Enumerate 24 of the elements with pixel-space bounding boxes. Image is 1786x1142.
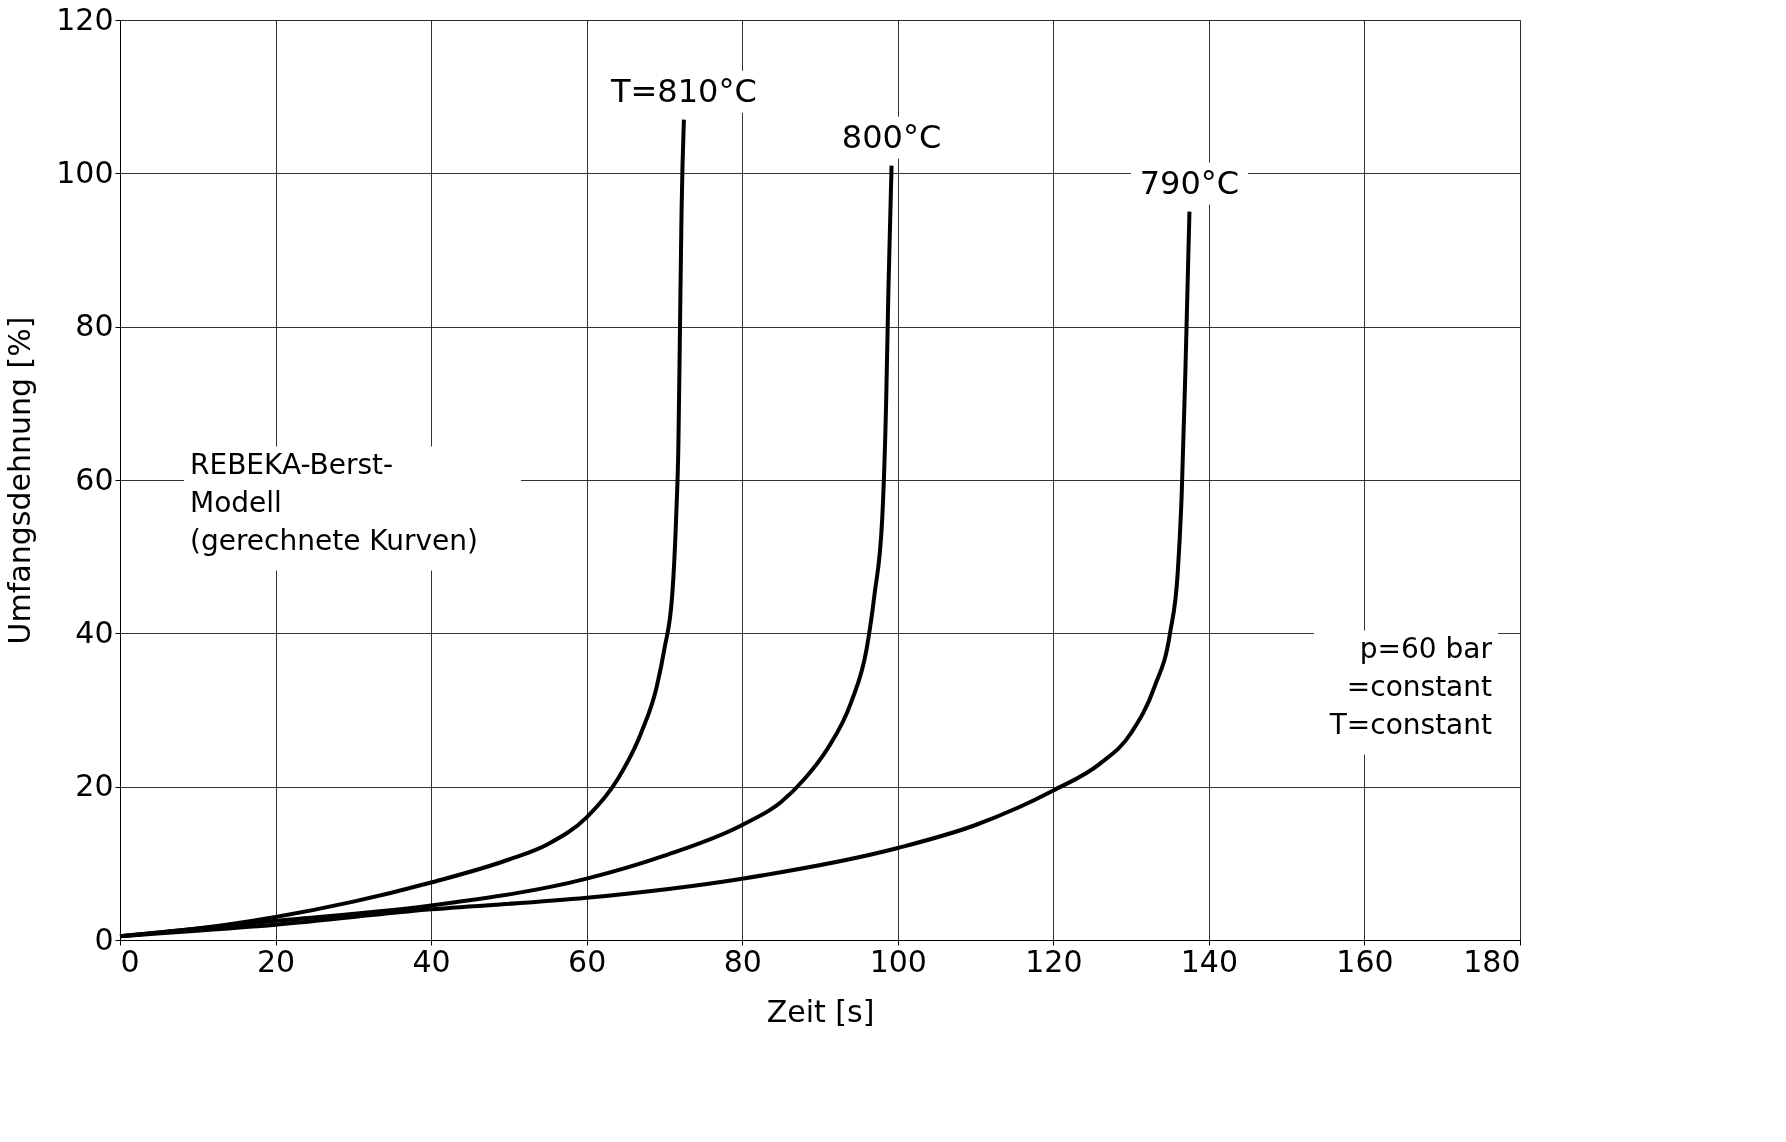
x-tick-label: 140 — [1180, 943, 1239, 979]
x-tick-label: 0 — [120, 943, 140, 979]
x-tick-label: 40 — [412, 943, 451, 979]
series-label: 800°C — [841, 117, 942, 156]
x-tick-label: 180 — [1463, 943, 1521, 979]
x-tick-label: 120 — [1025, 943, 1083, 979]
y-tick-label: 0 — [94, 921, 114, 957]
series-label: T=810°C — [610, 71, 757, 110]
x-tick-label: 20 — [256, 943, 296, 979]
y-tick-label: 100 — [56, 154, 114, 190]
x-tick-label: 100 — [869, 943, 927, 979]
x-tick-label: 160 — [1336, 943, 1394, 979]
y-tick-label: 80 — [75, 308, 114, 344]
y-tick-label: 120 — [56, 1, 114, 37]
annotation: p=60 bar =constant T=constant — [1328, 632, 1493, 742]
x-axis-title: Zeit [s] — [766, 993, 875, 1029]
annotation: REBEKA-Berst- Modell (gerechnete Kurven) — [190, 448, 478, 558]
series-label: 790°C — [1139, 163, 1240, 202]
y-tick-label: 60 — [75, 461, 114, 497]
x-tick-label: 80 — [723, 943, 762, 979]
y-tick-label: 20 — [75, 768, 114, 804]
y-axis-title: Umfangsdehnung [%] — [2, 316, 38, 645]
x-tick-label: 60 — [568, 943, 607, 979]
y-tick-label: 40 — [75, 614, 114, 650]
